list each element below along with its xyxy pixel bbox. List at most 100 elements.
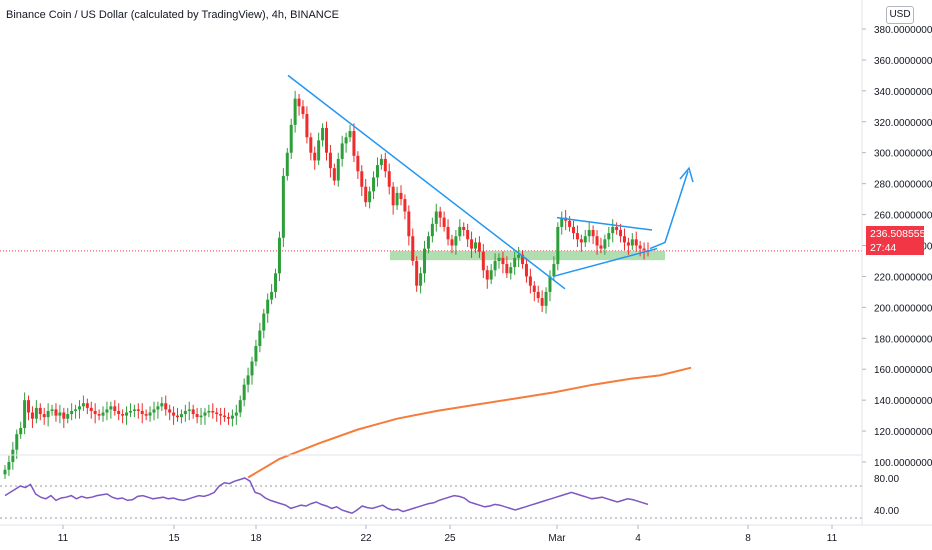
candle-body <box>603 239 607 249</box>
candle-body <box>556 226 560 265</box>
candle-body <box>466 230 470 240</box>
candle-body <box>203 412 207 416</box>
candle-body <box>622 236 626 243</box>
bar-countdown: 27:44 <box>870 242 897 254</box>
candle-body <box>19 427 23 435</box>
candle-body <box>285 152 289 176</box>
candle-body <box>109 406 113 410</box>
candle-body <box>101 412 105 416</box>
chart-title: Binance Coin / US Dollar (calculated by … <box>6 9 340 21</box>
candle-body <box>230 415 234 419</box>
candle-body <box>619 230 623 237</box>
candle-body <box>132 409 136 411</box>
x-tick-label: 11 <box>58 533 69 544</box>
candle-body <box>521 254 525 265</box>
candle-body <box>591 230 595 237</box>
x-tick-label: 25 <box>444 533 456 544</box>
support-zone-rect <box>390 250 665 261</box>
x-tick-label: 15 <box>168 533 180 544</box>
candle-body <box>583 236 587 243</box>
candle-body <box>42 414 46 418</box>
candle-body <box>462 226 466 231</box>
candle-body <box>344 137 348 144</box>
candle-body <box>144 414 148 416</box>
candle-body <box>595 236 599 246</box>
candle-body <box>615 226 619 231</box>
candle-body <box>191 409 195 415</box>
y-tick-label: 320.0000000 <box>874 118 932 129</box>
candle-body <box>128 410 132 413</box>
candle-body <box>415 260 419 286</box>
x-tick-label: 22 <box>360 533 372 544</box>
candle-body <box>242 384 246 401</box>
y-tick-label: 360.0000000 <box>874 56 932 67</box>
candle-body <box>250 361 254 376</box>
candle-body <box>238 400 242 413</box>
candle-body <box>85 403 89 408</box>
candle-body <box>509 267 513 274</box>
candle-body <box>399 192 403 200</box>
y-tick-label: 220.0000000 <box>874 272 932 283</box>
candle-body <box>309 137 313 153</box>
candle-body <box>372 177 376 192</box>
candle-body <box>575 233 579 240</box>
candle-body <box>305 114 309 138</box>
candle-body <box>152 409 156 413</box>
candle-body <box>113 406 117 411</box>
candle-body <box>226 417 230 419</box>
candle-body <box>325 127 328 153</box>
candle-body <box>317 140 321 161</box>
candle-body <box>423 248 427 274</box>
candle-body <box>266 299 270 314</box>
candle-body <box>38 407 42 415</box>
y-tick-label: 380.0000000 <box>874 25 932 36</box>
rsi-line <box>4 477 649 515</box>
candle-body <box>74 409 78 411</box>
candle-body <box>274 273 278 292</box>
candle-body <box>356 155 360 172</box>
currency-button[interactable]: USD <box>886 6 914 24</box>
candle-body <box>46 410 50 418</box>
candle-body <box>407 211 411 237</box>
candle-body <box>195 414 199 418</box>
candle-body <box>3 469 7 475</box>
candle-body <box>560 217 564 227</box>
candle-body <box>262 313 266 331</box>
candle-body <box>117 410 121 415</box>
candle-body <box>360 171 364 187</box>
candle-body <box>58 412 62 416</box>
candle-body <box>470 239 474 249</box>
candle-body <box>258 330 262 347</box>
rsi-tick-label: 80.00 <box>874 474 899 485</box>
triangle-upper-line <box>556 216 653 231</box>
y-tick-label: 120.0000000 <box>874 427 932 438</box>
candle-body <box>121 414 125 416</box>
candle-body <box>168 409 172 413</box>
candle-body <box>281 175 285 238</box>
candle-body <box>179 414 183 418</box>
candle-body <box>528 276 532 286</box>
candle-body <box>321 127 325 141</box>
candle-body <box>352 131 356 156</box>
candle-body <box>368 191 372 203</box>
candle-body <box>89 407 93 411</box>
candle-body <box>336 158 340 181</box>
candle-body <box>328 152 332 169</box>
candle-body <box>207 410 211 413</box>
candle-body <box>30 412 34 419</box>
candle-body <box>246 375 250 385</box>
drawing-annotations[interactable] <box>287 74 694 290</box>
candle-body <box>599 245 603 249</box>
candle-body <box>579 239 583 243</box>
candle-body <box>642 248 646 251</box>
candle-body <box>34 407 38 419</box>
candle-body <box>548 276 552 292</box>
candle-body <box>403 199 407 212</box>
candle-body <box>442 217 446 227</box>
current-price-value: 236.5085554 <box>870 228 932 240</box>
breakout-arrow-head <box>679 166 694 183</box>
candle-body <box>148 412 152 416</box>
candle-body <box>481 251 485 271</box>
